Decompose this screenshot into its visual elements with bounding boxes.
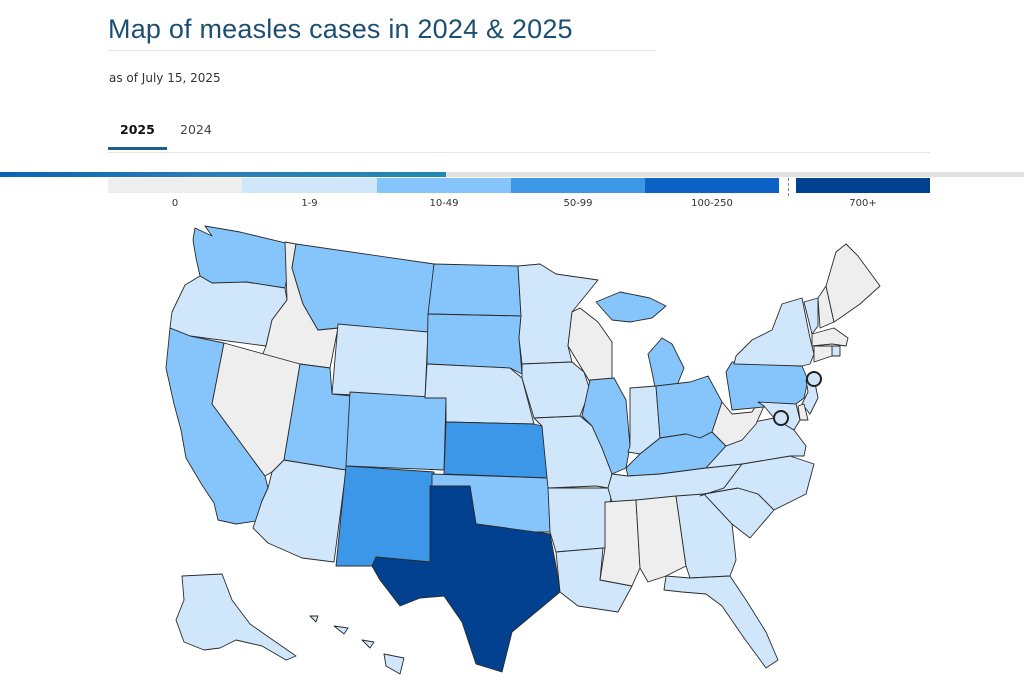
as-of-date: as of July 15, 2025 — [109, 71, 221, 85]
marker-dc[interactable] — [773, 410, 789, 426]
legend-swatch-1-9 — [242, 178, 377, 193]
legend-label-0: 0 — [171, 198, 179, 209]
page-title: Map of measles cases in 2024 & 2025 — [108, 14, 573, 44]
progress-fill — [0, 172, 447, 177]
year-tabs: 2025 2024 — [108, 118, 930, 153]
state-oh[interactable] — [655, 375, 723, 439]
state-vt[interactable] — [803, 297, 819, 335]
state-ny[interactable] — [733, 297, 815, 367]
tab-2024[interactable]: 2024 — [180, 122, 212, 137]
marker-nyc[interactable] — [806, 371, 822, 387]
state-ia[interactable] — [521, 361, 591, 419]
legend-label-700-plus: 700+ — [849, 198, 877, 209]
state-wa[interactable] — [192, 225, 295, 289]
markers-layer — [773, 371, 822, 426]
state-hi[interactable] — [309, 615, 405, 675]
legend-label-100-250: 100-250 — [691, 198, 733, 209]
state-ks[interactable] — [443, 421, 549, 479]
legend-swatch-700-plus — [796, 178, 930, 193]
state-nc[interactable] — [699, 455, 815, 511]
state-co[interactable] — [345, 391, 447, 471]
legend-swatch-100-250 — [645, 178, 779, 193]
legend-swatch-10-49 — [377, 178, 511, 193]
state-ms[interactable] — [599, 499, 641, 587]
states-layer — [165, 225, 881, 675]
state-mi[interactable] — [595, 291, 685, 393]
legend-label-1-9: 1-9 — [301, 198, 318, 209]
legend-scale-break — [788, 178, 789, 196]
state-fl[interactable] — [663, 575, 779, 669]
loading-progress-bar — [0, 172, 1024, 177]
legend-swatch-0 — [108, 178, 242, 193]
state-ri[interactable] — [831, 345, 841, 357]
state-il[interactable] — [581, 377, 631, 475]
state-me[interactable] — [825, 243, 881, 323]
state-nd[interactable] — [427, 263, 522, 317]
state-wy[interactable] — [331, 323, 429, 399]
tab-2025[interactable]: 2025 — [108, 122, 167, 150]
state-ct[interactable] — [813, 345, 833, 363]
legend-label-10-49: 10-49 — [429, 198, 459, 209]
state-az[interactable] — [252, 459, 347, 563]
legend-label-50-99: 50-99 — [563, 198, 593, 209]
state-ak[interactable] — [175, 573, 297, 661]
state-tx[interactable] — [371, 485, 561, 673]
state-ar[interactable] — [547, 487, 613, 553]
legend-swatch-50-99 — [511, 178, 645, 193]
state-mt[interactable] — [291, 243, 435, 333]
state-nm[interactable] — [335, 465, 435, 567]
map-legend: 0 1-9 10-49 50-99 100-250 700+ — [108, 178, 930, 214]
state-la[interactable] — [555, 547, 633, 613]
title-divider — [108, 50, 656, 51]
state-de[interactable] — [797, 403, 809, 421]
state-ma[interactable] — [811, 327, 849, 347]
